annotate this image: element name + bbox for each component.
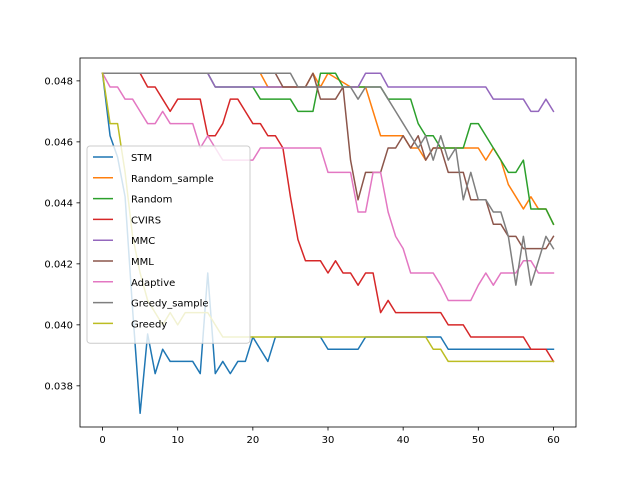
series-line-adaptive xyxy=(101,72,555,302)
y-tick-label: 0.048 xyxy=(44,76,73,87)
x-tick-label: 40 xyxy=(397,435,410,446)
legend-label-mmc: MMC xyxy=(131,236,155,247)
legend: STM Random_sample Random CVIRS MMC MML Adaptiv… xyxy=(86,145,251,344)
y-tick-label: 0.038 xyxy=(44,381,73,392)
legend-label-cvirs: CVIRS xyxy=(131,215,161,226)
series-line-cvirs xyxy=(101,72,555,363)
series-layer xyxy=(101,72,555,415)
x-tick-label: 50 xyxy=(472,435,485,446)
legend-label-greedy: Greedy xyxy=(131,319,167,330)
series-line-mmc xyxy=(101,72,555,113)
legend-label-stm: STM xyxy=(131,153,152,164)
y-tick-label: 0.040 xyxy=(44,320,73,331)
series-line-stm xyxy=(101,72,555,415)
legend-label-adaptive: Adaptive xyxy=(131,278,175,289)
x-tick-label: 10 xyxy=(171,435,184,446)
legend-box xyxy=(86,145,251,344)
legend-label-mml: MML xyxy=(131,257,154,268)
series-line-greedy-sample xyxy=(101,72,555,286)
legend-label-random: Random xyxy=(131,195,172,206)
y-tick-label: 0.042 xyxy=(44,259,73,270)
x-axis: 0 10 20 30 40 50 60 xyxy=(99,427,560,446)
legend-label-greedy-sample: Greedy_sample xyxy=(131,299,209,310)
y-axis: 0.038 0.040 0.042 0.044 0.046 0.048 xyxy=(44,76,80,392)
x-tick-label: 20 xyxy=(246,435,259,446)
x-tick-label: 0 xyxy=(99,435,105,446)
y-tick-label: 0.044 xyxy=(44,198,73,209)
x-tick-label: 60 xyxy=(547,435,560,446)
legend-label-random-sample: Random_sample xyxy=(131,174,214,185)
x-tick-label: 30 xyxy=(322,435,335,446)
y-tick-label: 0.046 xyxy=(44,137,73,148)
